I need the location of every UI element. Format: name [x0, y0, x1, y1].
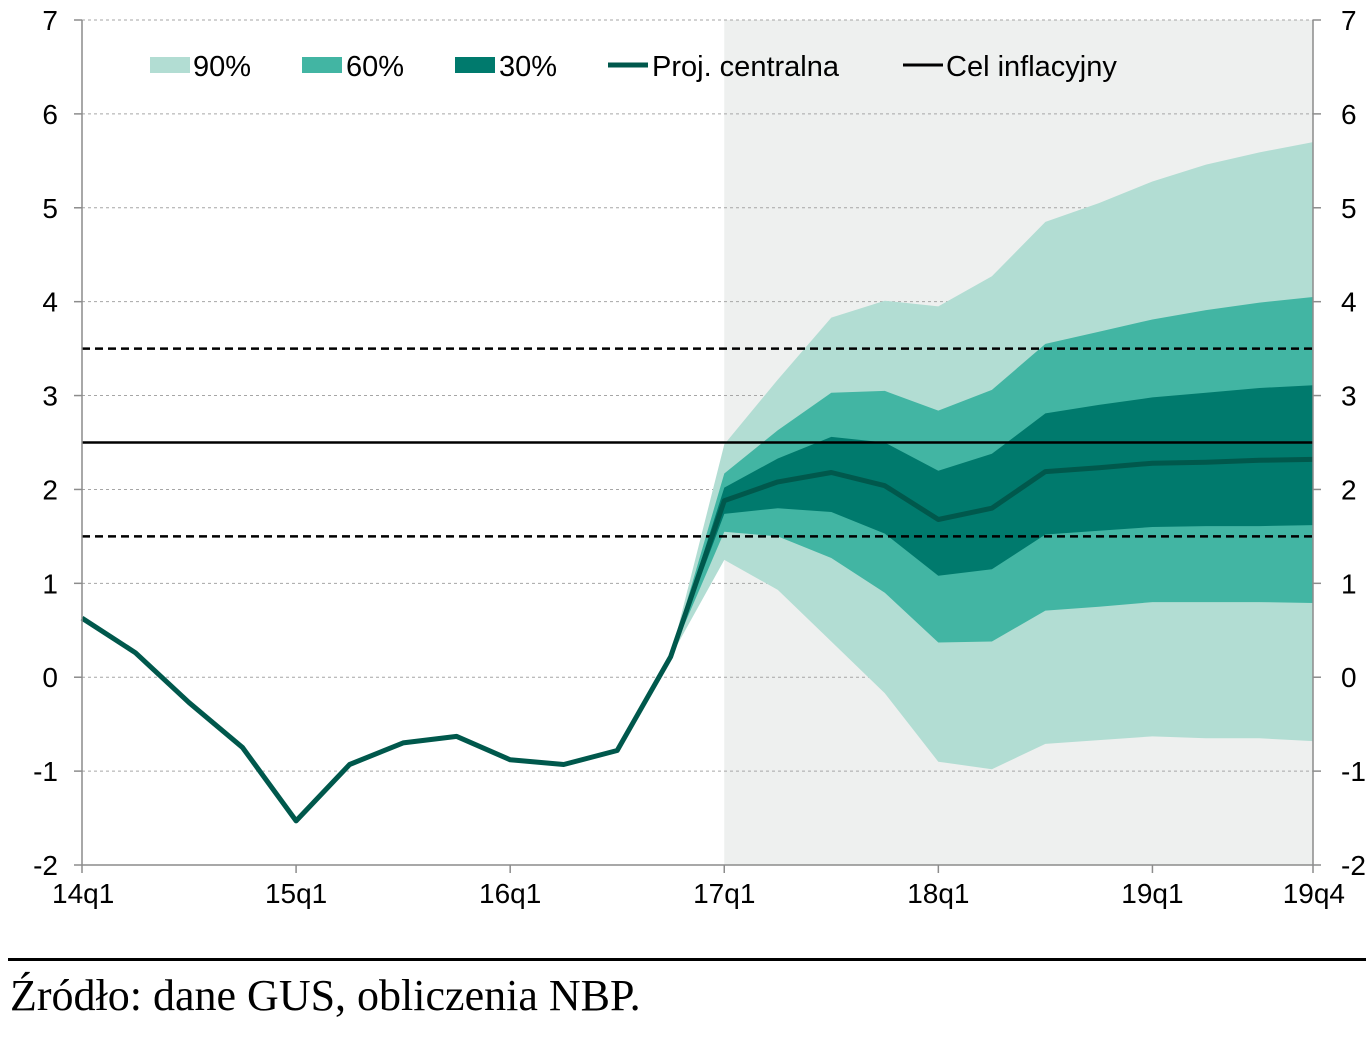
y-tick-label-left: 1 [42, 568, 58, 599]
legend-label-30: 30% [499, 51, 557, 83]
x-axis-ticks: 14q1 15q1 16q1 17q1 18q1 19q1 19q4 [52, 865, 1345, 909]
central-projection-line [80, 456, 1314, 824]
x-tick-label: 18q1 [907, 878, 969, 909]
y-tick-label-right: 1 [1341, 568, 1357, 599]
y-axis-left-ticks: -2 -1 0 1 2 3 4 5 6 7 [33, 5, 82, 881]
y-tick-label-right: 4 [1341, 287, 1357, 318]
y-tick-label-right: 7 [1341, 5, 1357, 36]
y-axis-right-ticks: -2 -1 0 1 2 3 4 5 6 7 [1313, 5, 1366, 881]
x-tick-label: 14q1 [52, 878, 114, 909]
legend-label-target: Cel inflacyjny [946, 51, 1117, 83]
y-tick-label-left: 7 [42, 5, 58, 36]
y-tick-label-left: 6 [42, 99, 58, 130]
x-tick-label: 19q1 [1121, 878, 1183, 909]
legend-label-90: 90% [193, 51, 251, 83]
x-tick-label: 19q4 [1283, 878, 1345, 909]
legend-label-central: Proj. centralna [652, 51, 840, 83]
y-tick-label-right: 3 [1341, 381, 1357, 412]
y-tick-label-left: 3 [42, 381, 58, 412]
source-note: Źródło: dane GUS, obliczenia NBP. [10, 971, 641, 1020]
legend: 90% 60% 30% Proj. centralna Cel inflacyj… [150, 51, 1117, 83]
y-tick-label-left: -2 [33, 850, 58, 881]
y-tick-label-right: 0 [1341, 662, 1357, 693]
axes [81, 20, 1314, 866]
y-tick-label-right: 6 [1341, 99, 1357, 130]
legend-swatch-90 [150, 57, 190, 73]
x-tick-label: 15q1 [265, 878, 327, 909]
legend-swatch-60 [302, 57, 342, 73]
y-tick-label-right: 5 [1341, 193, 1357, 224]
y-tick-label-left: 2 [42, 474, 58, 505]
y-tick-label-left: -1 [33, 756, 58, 787]
y-tick-label-left: 5 [42, 193, 58, 224]
y-tick-label-right: -2 [1341, 850, 1366, 881]
y-tick-label-left: 4 [42, 287, 58, 318]
source-divider [8, 958, 1366, 961]
x-tick-label: 17q1 [693, 878, 755, 909]
legend-swatch-30 [455, 57, 495, 73]
y-tick-label-left: 0 [42, 662, 58, 693]
legend-label-60: 60% [346, 51, 404, 83]
reference-lines [82, 347, 1313, 538]
y-tick-label-right: 2 [1341, 474, 1357, 505]
x-tick-label: 16q1 [479, 878, 541, 909]
band-30-area [670, 385, 1313, 657]
fan-chart: -2 -1 0 1 2 3 4 5 6 7 -2 -1 0 1 2 3 4 5 6 7 14q1 15q1 16q1 17… [33, 5, 1366, 909]
y-tick-label-right: -1 [1341, 756, 1366, 787]
gridlines [82, 19, 1313, 772]
